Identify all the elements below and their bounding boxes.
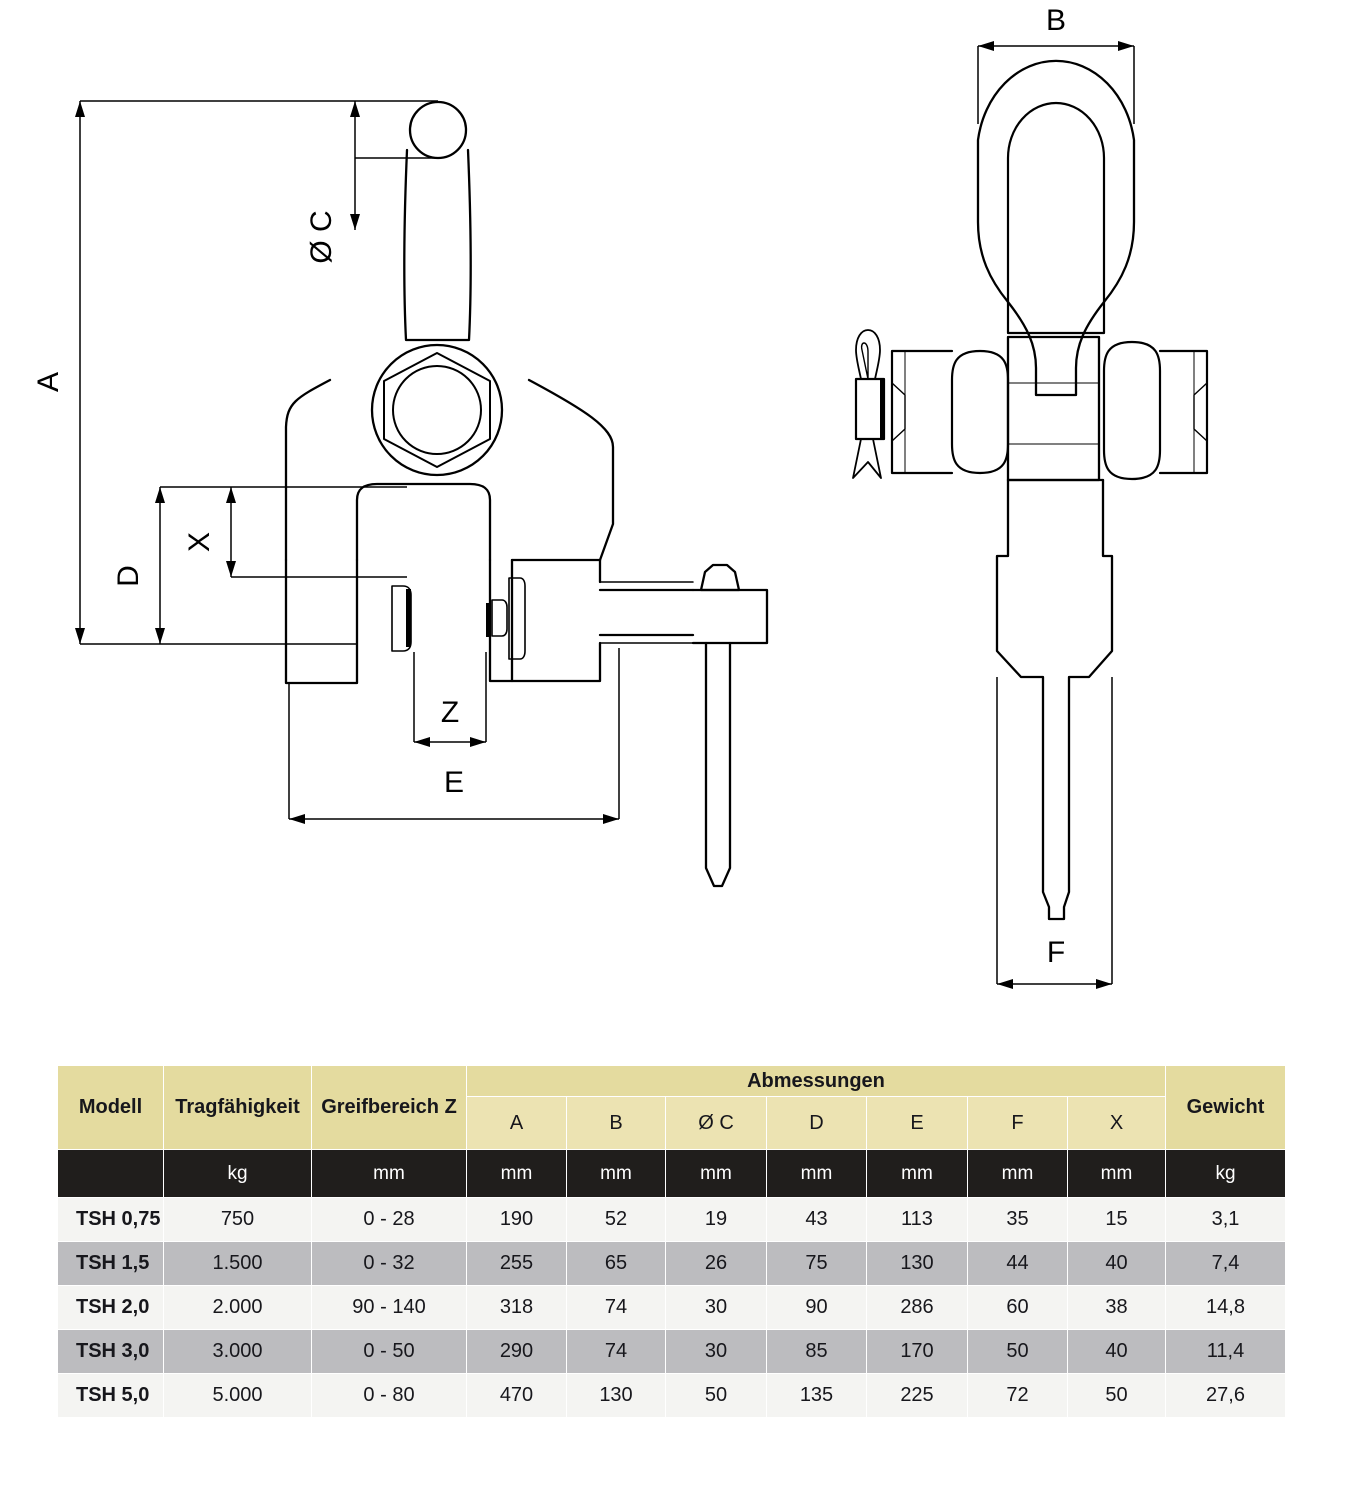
svg-text:A: A [32,372,65,392]
svg-text:Z: Z [441,696,459,729]
svg-text:Ø C: Ø C [305,210,338,263]
svg-text:X: X [183,532,216,552]
svg-text:D: D [112,565,145,587]
svg-text:B: B [1046,4,1066,37]
svg-text:F: F [1047,936,1065,969]
svg-text:E: E [444,766,464,799]
